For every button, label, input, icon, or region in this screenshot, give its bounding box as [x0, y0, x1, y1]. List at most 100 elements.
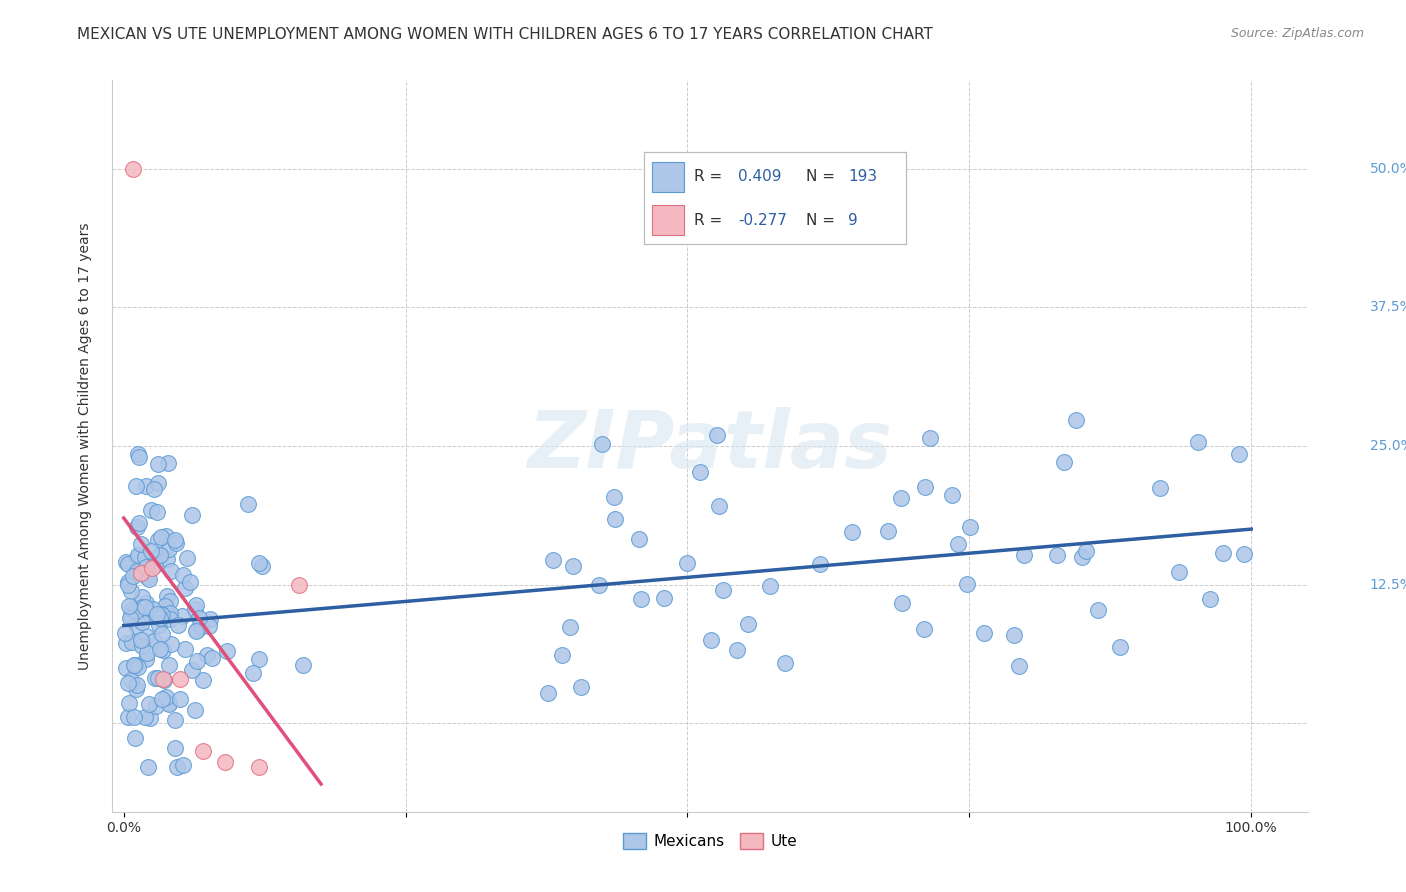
Text: N =: N = [807, 169, 835, 185]
Point [157, 542, 180, 557]
Point [125, 478, 148, 492]
Point [183, 703, 205, 717]
Point [689, 465, 711, 479]
Point [135, 479, 157, 493]
Point [118, 599, 141, 613]
Point [654, 591, 676, 606]
Text: 50.0%: 50.0% [1369, 162, 1406, 176]
Point [591, 437, 613, 451]
Point [134, 710, 156, 724]
Point [131, 590, 153, 604]
Point [941, 487, 963, 501]
Point [973, 626, 995, 640]
Point [959, 520, 981, 534]
Point [120, 608, 142, 623]
Point [139, 544, 162, 558]
Point [139, 711, 162, 725]
Point [135, 646, 157, 660]
Text: R =: R = [695, 213, 723, 227]
Point [127, 447, 149, 461]
Point [1007, 658, 1029, 673]
Point [153, 599, 176, 613]
Point [1074, 544, 1097, 558]
Point [184, 601, 207, 615]
Point [163, 533, 186, 547]
Point [588, 578, 610, 592]
Point [146, 505, 169, 519]
Point [117, 578, 139, 592]
Text: N =: N = [807, 213, 835, 227]
Point [172, 758, 194, 772]
Point [134, 550, 156, 565]
Point [166, 760, 188, 774]
Point [215, 644, 238, 658]
Text: MEXICAN VS UTE UNEMPLOYMENT AMONG WOMEN WITH CHILDREN AGES 6 TO 17 YEARS CORRELA: MEXICAN VS UTE UNEMPLOYMENT AMONG WOMEN … [77, 27, 934, 42]
Point [157, 456, 180, 470]
Point [117, 696, 139, 710]
Point [117, 675, 139, 690]
Point [155, 529, 177, 543]
Point [948, 536, 970, 550]
Point [148, 457, 170, 471]
Point [127, 520, 149, 534]
Point [143, 671, 166, 685]
Point [121, 634, 143, 648]
Point [550, 648, 572, 662]
Point [195, 648, 218, 662]
Point [179, 575, 201, 590]
Point [184, 624, 207, 639]
Point [1149, 481, 1171, 495]
Point [138, 698, 160, 712]
Legend: Mexicans, Ute: Mexicans, Ute [617, 827, 803, 855]
Point [1233, 547, 1256, 561]
Point [725, 643, 748, 657]
Point [200, 612, 222, 626]
Point [135, 651, 157, 665]
Bar [652, 161, 683, 192]
Point [141, 561, 163, 575]
Point [165, 535, 187, 549]
Point [1071, 550, 1094, 565]
Point [561, 559, 583, 574]
Point [149, 548, 172, 562]
Point [146, 607, 169, 621]
Point [115, 636, 138, 650]
Point [131, 633, 153, 648]
Point [135, 558, 157, 572]
Point [120, 610, 142, 624]
Point [1199, 591, 1222, 606]
Point [291, 658, 314, 673]
Point [173, 641, 195, 656]
Point [700, 632, 723, 647]
Point [775, 656, 797, 670]
Point [127, 678, 149, 692]
Point [159, 594, 181, 608]
Point [129, 566, 152, 581]
Point [149, 548, 172, 562]
Point [1087, 603, 1109, 617]
Point [150, 530, 173, 544]
Point [173, 581, 195, 595]
Point [877, 524, 900, 538]
Point [627, 533, 650, 547]
Point [198, 619, 221, 633]
Point [134, 600, 156, 615]
Point [139, 608, 162, 623]
Point [139, 503, 162, 517]
Text: 37.5%: 37.5% [1369, 301, 1406, 315]
Point [146, 533, 169, 547]
Point [143, 558, 166, 572]
Point [676, 556, 699, 570]
Point [890, 491, 912, 505]
Point [125, 565, 148, 579]
Point [707, 499, 730, 513]
Point [135, 596, 157, 610]
Point [150, 691, 173, 706]
Point [1046, 548, 1069, 562]
Point [156, 552, 179, 566]
Point [135, 569, 157, 583]
Point [180, 663, 202, 677]
Point [1168, 565, 1191, 579]
Point [558, 620, 581, 634]
Point [1212, 546, 1234, 560]
